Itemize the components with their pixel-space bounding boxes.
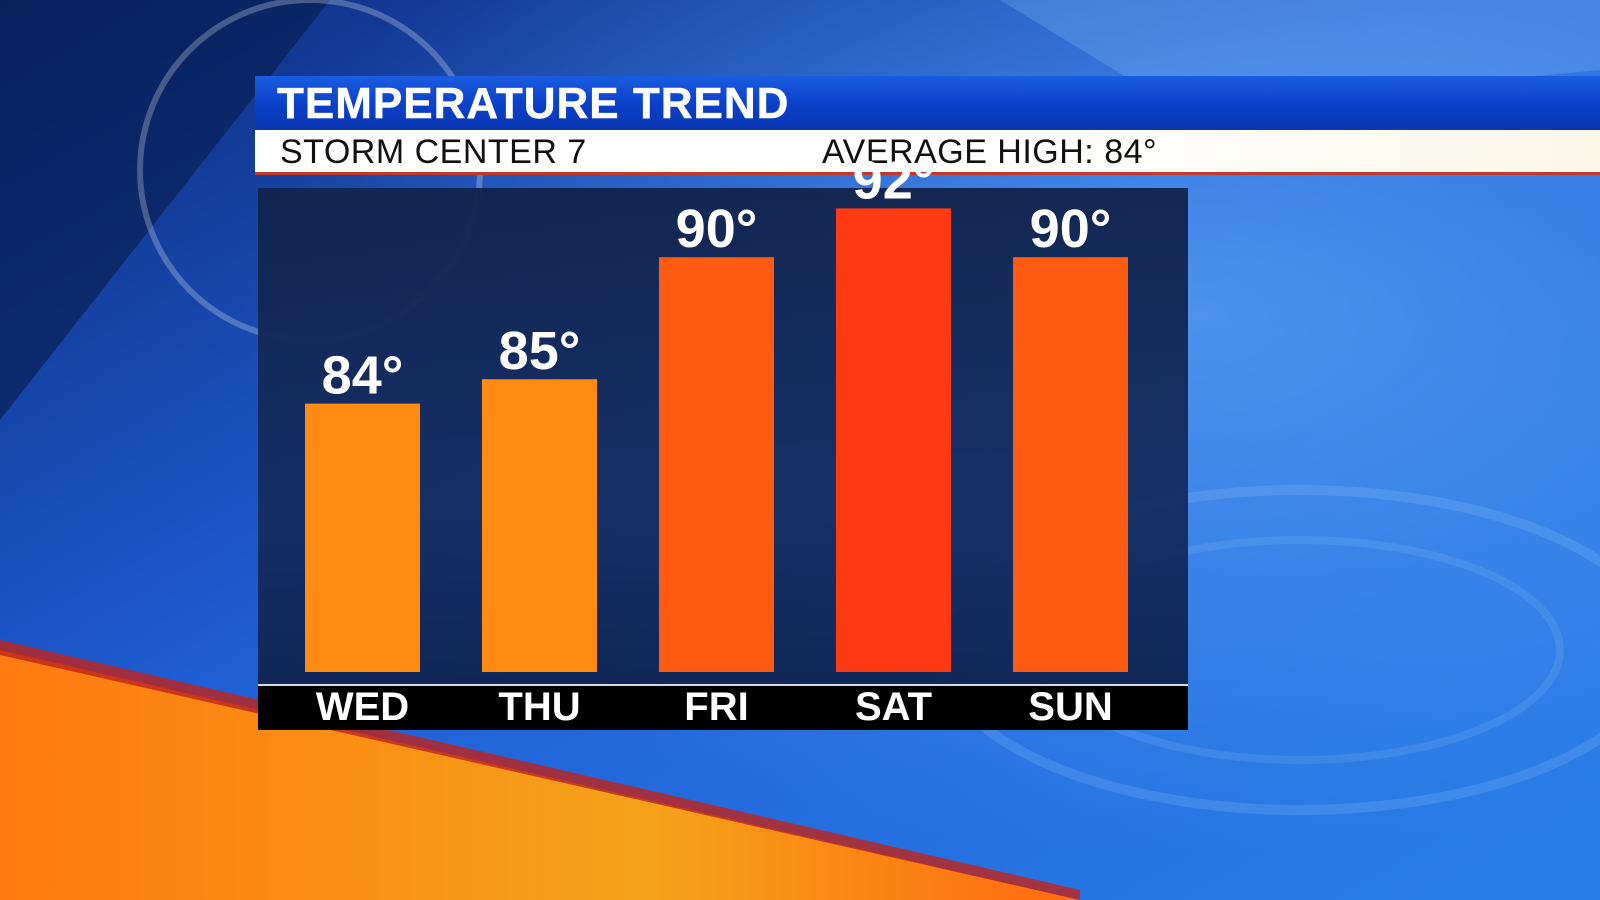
subtitle-bar: STORM CENTER 7 AVERAGE HIGH: 84° bbox=[255, 130, 1600, 175]
value-label-thu: 85° bbox=[499, 321, 581, 381]
day-label-sat: SAT bbox=[855, 685, 932, 729]
day-label-fri: FRI bbox=[684, 685, 748, 729]
day-label-wed: WED bbox=[316, 685, 409, 729]
day-label-sun: SUN bbox=[1028, 685, 1112, 729]
value-label-wed: 84° bbox=[322, 346, 404, 406]
page-title: TEMPERATURE TREND bbox=[277, 79, 790, 129]
bar-fri bbox=[659, 257, 774, 672]
value-label-sat: 92° bbox=[853, 150, 935, 210]
day-label-thu: THU bbox=[498, 685, 580, 729]
temperature-bar-chart: 84° WED 85° THU 90° FRI 92° SAT 90° SUN bbox=[305, 150, 1128, 729]
title-bar: TEMPERATURE TREND bbox=[255, 76, 1600, 130]
value-label-fri: 90° bbox=[676, 199, 758, 259]
bar-thu bbox=[482, 379, 597, 672]
bar-sun bbox=[1013, 257, 1128, 672]
station-name: STORM CENTER 7 bbox=[280, 133, 587, 171]
value-label-sun: 90° bbox=[1030, 199, 1112, 259]
bar-wed bbox=[305, 403, 420, 672]
bar-sat bbox=[836, 208, 951, 672]
average-high: AVERAGE HIGH: 84° bbox=[822, 133, 1158, 171]
days-strip bbox=[258, 684, 1188, 730]
